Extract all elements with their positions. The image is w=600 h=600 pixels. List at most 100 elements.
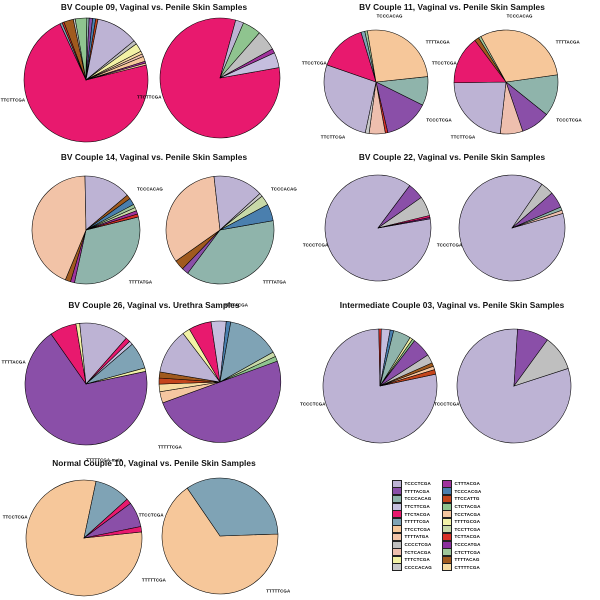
legend-swatch [392,494,402,503]
legend-swatch [392,548,402,557]
pie-bv-couple-26-vaginal: TTTTACGA TTTTTCGA-main [2,300,300,463]
panel-bv-couple-26: BV Couple 26, Vaginal vs. Urethra Sample… [2,300,300,463]
legend-swatch [441,494,452,503]
legend-label: TTTCTCGA [404,557,430,563]
legend-swatch [441,525,452,534]
panel-title: BV Couple 11, Vaginal vs. Penile Skin Sa… [359,2,545,12]
legend-swatch [441,502,452,511]
panel-bv-couple-09: BV Couple 09, Vaginal vs. Penile Skin Sa… [1,2,300,150]
pie-slice [480,29,558,83]
legend-swatch [392,502,402,511]
pie-slice [219,356,278,383]
legend-label: CTCTACGA [454,504,481,510]
slice-label: TCCCTCGA [300,401,326,407]
legend-item[interactable]: TTCTACGA [392,510,432,519]
slice-label: TTCCTCGA [301,60,327,66]
pie-bv-couple-22-vaginal: TCCCTCGA [303,152,598,300]
pie-bv-couple-22-penile-skin: TCCCTCGA [306,152,598,300]
legend-swatch [441,517,452,526]
legend-label: CTTTTCGA [454,564,480,570]
legend-item[interactable]: TTCTTCGA [392,502,432,511]
legend-label: TCCCTCGA [404,481,431,487]
legend-item[interactable]: CCCCACAG [392,563,432,572]
legend-label: CCCCACAG [404,564,432,570]
legend-item[interactable]: TCCTACGA [441,510,481,519]
slice-label: TTCCTCGA [138,512,164,518]
legend-item[interactable]: TTTTACGA [392,487,432,496]
legend-label: TCCTACGA [454,511,481,517]
legend-item[interactable]: TTCCATTG [441,494,481,503]
slice-label: TCCCACAG [271,186,297,192]
slice-label: TCCCTCGA [436,242,463,248]
legend-swatch [392,487,402,496]
slice-label: TTTTTCGA [141,577,166,583]
legend-item[interactable]: TTTCTCGA [392,555,432,564]
slice-label: TTCCTCGA [2,514,28,520]
legend-item[interactable]: TTTTATGA [392,532,432,541]
legend-item[interactable]: TCCCACGA [441,487,481,496]
pie-slice [213,175,261,231]
legend-item[interactable]: TCCCATGA [441,540,481,549]
pie-slice [322,328,438,444]
pie-slice [453,39,507,84]
legend-item[interactable]: TTTTTCGA [392,517,432,526]
legend-label: CTTTACGA [454,481,481,487]
legend-swatch [392,540,402,549]
pie-slice [187,220,275,285]
slice-label: TTCTTCGA [450,134,476,140]
slice-label: TTCCTCGA [431,60,457,66]
legend-item[interactable]: CCCCTCGA [392,540,432,549]
slice-label: TCCCTCGA [556,117,582,123]
legend-label: TTCCTCGA [404,526,431,532]
panel-intermediate-couple-03: Intermediate Couple 03, Vaginal vs. Peni… [300,300,598,455]
legend-swatch [441,487,452,496]
pie-slice [219,204,274,231]
legend-label: TTCTACGA [404,511,431,517]
legend-item[interactable]: CTTTTCGA [441,563,481,572]
legend-swatch [441,563,452,572]
pie-slice [161,487,279,595]
pie-slice [453,81,507,134]
pie-bv-couple-09-penile-skin: TTCTTCGA [8,2,300,150]
legend-item[interactable]: CTCTTCGA [441,548,481,557]
pie-slice [165,176,221,262]
legend-swatch [392,525,402,534]
pie-slice [377,217,431,229]
pie-slice [219,321,274,383]
pie-slice [511,209,564,229]
pie-slice [367,29,429,83]
legend-item[interactable]: CTTTACGA [441,479,481,488]
pie-intermediate-couple-03-penile-skin: TCCCTCGA [306,300,598,455]
legend-item[interactable]: TCCCTCGA [392,479,432,488]
pie-slice [162,360,282,443]
slice-label: TCCCACAG [376,13,403,19]
legend-label: TTTTTCGA [404,519,430,525]
pie-normal-couple-10-vaginal: TTCCTCGA TTTTTCGA [3,458,300,600]
legend-label: TCCTTCGA [454,526,481,532]
legend-item[interactable]: TCTCACGA [392,548,432,557]
slice-label: TTCTTCGA [0,97,26,103]
panel-title: BV Couple 09, Vaginal vs. Penile Skin Sa… [60,2,248,12]
legend-label: TCTTACGA [454,534,481,540]
legend-label: TTTTACGA [404,488,430,494]
slice-label: TTTTTCGA [157,444,182,450]
legend-item[interactable]: TCCTTCGA [441,525,481,534]
legend-label: TTCCATTG [454,496,480,502]
panel-title: BV Couple 22, Vaginal vs. Penile Skin Sa… [358,152,546,162]
legend-item[interactable]: TTCCTCGA [392,525,432,534]
legend-item[interactable]: TTTTACAG [441,555,481,564]
legend-swatch [392,510,402,519]
pie-slice [513,339,569,387]
legend-item[interactable]: CTCTACGA [441,502,481,511]
pie-slice [379,369,437,387]
legend-label: CTCTTCGA [454,549,481,555]
legend-swatch [441,510,452,519]
pie-slice [85,213,139,231]
legend-swatch [441,555,452,564]
pie-bv-couple-09-vaginal: TTCTTCGA [1,2,300,150]
legend-item[interactable]: TTTTGCGA [441,517,481,526]
legend-item[interactable]: TCTTACGA [441,532,481,541]
otu-color-legend: TCCCTCGA TTTTACGA TCCCACAG TTCTTCGA TTCTACGA… [392,479,504,572]
pie-slice [85,62,147,81]
legend-item[interactable]: TCCCACAG [392,494,432,503]
